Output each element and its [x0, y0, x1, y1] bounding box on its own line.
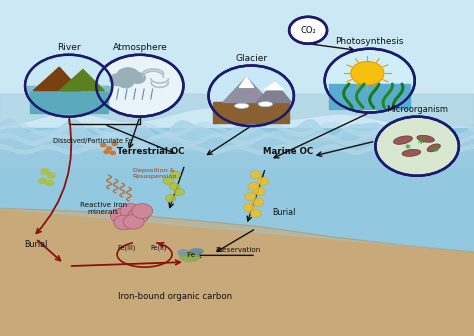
Circle shape: [169, 183, 180, 190]
Circle shape: [254, 187, 265, 196]
Text: Fe(III): Fe(III): [118, 245, 136, 251]
Circle shape: [25, 55, 112, 117]
Ellipse shape: [402, 150, 421, 156]
Circle shape: [109, 73, 128, 86]
Polygon shape: [0, 208, 474, 336]
Text: Fe: Fe: [186, 252, 196, 258]
Circle shape: [170, 171, 181, 178]
Circle shape: [351, 61, 384, 85]
Circle shape: [289, 17, 327, 44]
Ellipse shape: [179, 252, 200, 262]
Circle shape: [132, 204, 153, 218]
Ellipse shape: [258, 102, 273, 107]
Polygon shape: [33, 67, 81, 91]
Circle shape: [96, 55, 183, 117]
Circle shape: [325, 49, 415, 113]
Circle shape: [109, 151, 116, 155]
Circle shape: [110, 208, 131, 223]
Text: *: *: [405, 144, 410, 154]
Circle shape: [111, 141, 118, 146]
Polygon shape: [223, 77, 270, 102]
Circle shape: [257, 177, 269, 185]
Circle shape: [250, 209, 262, 217]
Circle shape: [117, 76, 134, 88]
Text: Microorganism: Microorganism: [386, 105, 448, 114]
Text: Terrestrial OC: Terrestrial OC: [118, 148, 185, 156]
Text: Atmosphere: Atmosphere: [112, 43, 167, 52]
Text: Dissolved/Particulate Fe: Dissolved/Particulate Fe: [53, 138, 132, 144]
Circle shape: [174, 188, 184, 196]
Circle shape: [106, 146, 112, 151]
Ellipse shape: [177, 249, 191, 256]
Circle shape: [25, 55, 112, 117]
Circle shape: [129, 72, 146, 84]
Circle shape: [375, 117, 459, 176]
Circle shape: [120, 204, 141, 218]
Ellipse shape: [417, 135, 435, 142]
Text: Deposition &
Resuspension: Deposition & Resuspension: [133, 168, 177, 179]
Ellipse shape: [235, 103, 249, 109]
Circle shape: [165, 195, 176, 202]
Circle shape: [209, 66, 294, 126]
Polygon shape: [264, 82, 283, 90]
Text: Burial: Burial: [273, 208, 296, 217]
Text: Photosynthesis: Photosynthesis: [336, 37, 404, 46]
Wedge shape: [25, 55, 112, 86]
Text: *: *: [433, 147, 439, 157]
Ellipse shape: [427, 144, 440, 152]
Circle shape: [46, 172, 56, 179]
Text: Glacier: Glacier: [235, 54, 267, 63]
Circle shape: [243, 204, 255, 212]
Circle shape: [45, 180, 55, 186]
Circle shape: [248, 182, 259, 191]
Ellipse shape: [393, 136, 412, 144]
Polygon shape: [256, 82, 292, 102]
Polygon shape: [239, 77, 254, 87]
Circle shape: [116, 67, 140, 84]
Circle shape: [40, 168, 50, 175]
Text: Burial: Burial: [24, 240, 47, 249]
Circle shape: [163, 177, 173, 184]
Text: CO₂: CO₂: [300, 26, 316, 35]
Circle shape: [100, 143, 107, 148]
Text: Iron-bound organic carbon: Iron-bound organic carbon: [118, 292, 232, 301]
Text: Marine OC: Marine OC: [263, 148, 313, 156]
Circle shape: [114, 215, 135, 230]
Circle shape: [253, 198, 264, 206]
Circle shape: [250, 171, 262, 179]
Circle shape: [123, 214, 144, 229]
Text: Fe(II): Fe(II): [151, 245, 167, 251]
Text: Preservation: Preservation: [216, 247, 261, 253]
Text: *: *: [418, 137, 424, 150]
Text: Reactive iron
minerals: Reactive iron minerals: [80, 203, 127, 215]
Ellipse shape: [190, 248, 204, 255]
Text: River: River: [57, 43, 81, 52]
Circle shape: [245, 193, 256, 201]
Circle shape: [38, 177, 47, 184]
Circle shape: [128, 208, 149, 223]
Circle shape: [103, 150, 110, 154]
Polygon shape: [59, 70, 104, 91]
